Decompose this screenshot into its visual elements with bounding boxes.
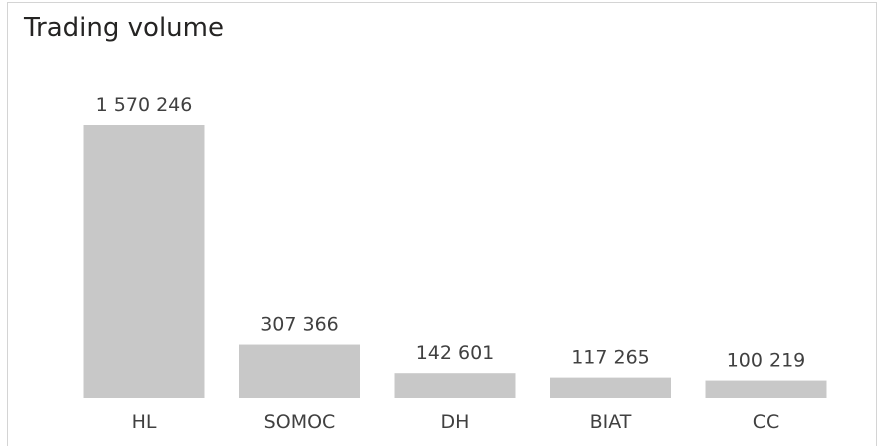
- x-tick-label-somoc: SOMOC: [264, 411, 336, 433]
- x-tick-label-cc: CC: [753, 411, 780, 433]
- bar-somoc[interactable]: [239, 344, 360, 398]
- data-label-cc: 100 219: [727, 350, 806, 372]
- bar-cc[interactable]: [705, 380, 827, 398]
- x-tick-label-hl: HL: [132, 411, 157, 433]
- data-label-hl: 1 570 246: [96, 94, 193, 116]
- bar-biat[interactable]: [550, 377, 671, 398]
- data-label-dh: 142 601: [416, 342, 495, 364]
- data-label-somoc: 307 366: [260, 314, 339, 336]
- data-label-biat: 117 265: [571, 347, 650, 369]
- bar-dh[interactable]: [394, 373, 516, 398]
- chart-title: Trading volume: [24, 13, 224, 43]
- bar-hl[interactable]: [83, 125, 205, 398]
- x-tick-label-biat: BIAT: [590, 411, 632, 433]
- x-tick-label-dh: DH: [441, 411, 470, 433]
